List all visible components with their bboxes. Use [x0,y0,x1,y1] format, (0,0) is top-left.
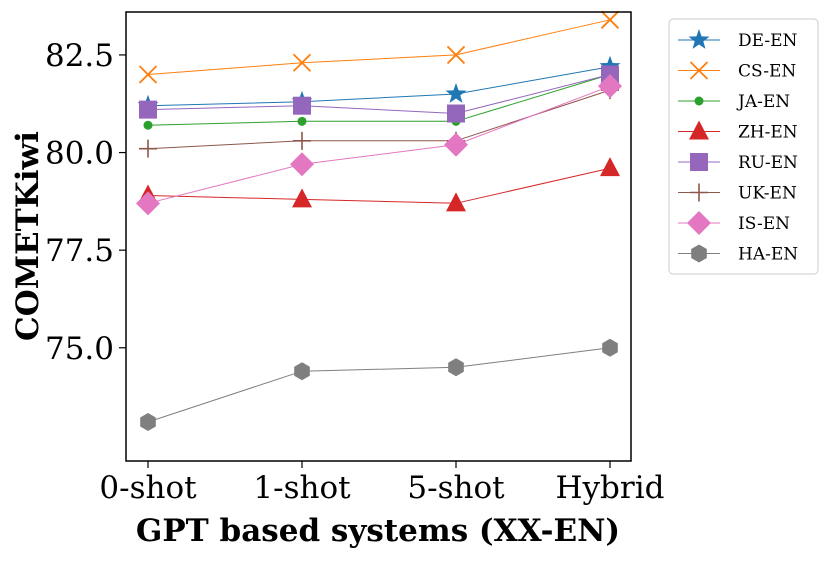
data-point-ja-en-0-shot [143,120,153,130]
data-point-de-en-5-shot [445,83,467,103]
legend-label-zh-en: ZH-EN [738,123,798,143]
data-point-cs-en-0-shot [138,65,158,84]
y-tick-label: 75.0 [45,331,114,367]
series-line-is-en [147,85,611,204]
data-point-is-en-1-shot [290,152,314,177]
series-de-en [137,55,621,115]
x-tick-label: 1-shot [253,470,351,506]
legend-marker-is-en [687,211,711,235]
legend-entry-cs-en: CS-EN [678,61,796,82]
legend-marker-de-en [688,29,710,49]
legend-label-ja-en: JA-EN [736,92,790,112]
legend-entry-zh-en: ZH-EN [678,120,798,143]
legend-marker-ha-en [691,244,707,263]
legend-frame [668,18,819,275]
y-tick-label: 80.0 [45,136,114,172]
data-point-is-en-hybrid [598,74,622,99]
series-ha-en [140,338,618,431]
legend-marker-cs-en [689,61,709,80]
data-point-is-en-5-shot [444,132,468,157]
x-tick-label: 0-shot [99,470,197,506]
series-line-ja-en [147,74,611,126]
data-point-ja-en-1-shot [297,116,307,126]
data-point-ha-en-1-shot [294,362,310,381]
series-line-ha-en [147,347,611,423]
data-point-cs-en-5-shot [446,45,466,65]
series-is-en [136,74,622,216]
legend: DE-EN CS-EN JA-EN ZH-EN RU-EN UK-EN IS-EN HA-EN [668,18,819,275]
legend-label-is-en: IS-EN [738,214,790,234]
y-axis-title: COMETKiwi [10,131,46,341]
data-point-uk-en-1-shot [293,131,311,150]
data-point-is-en-0-shot [136,191,160,216]
series-cs-en [138,10,620,84]
legend-marker-ja-en [694,96,704,106]
legend-marker-ru-en [690,153,708,171]
data-point-zh-en-1-shot [292,188,312,208]
legend-entry-is-en: IS-EN [678,211,790,235]
legend-entry-ru-en: RU-EN [678,153,798,173]
legend-entry-ja-en: JA-EN [678,92,790,112]
legend-label-ru-en: RU-EN [738,153,798,173]
series-line-cs-en [147,19,611,75]
plot-frame [125,11,632,462]
data-point-uk-en-0-shot [139,139,157,158]
series-line-uk-en [147,89,611,150]
data-point-ru-en-5-shot [447,104,465,123]
data-point-zh-en-hybrid [600,157,620,177]
data-point-ru-en-1-shot [293,96,311,115]
y-tick-label: 77.5 [45,233,114,269]
series-line-de-en [147,66,611,107]
series-line-zh-en [147,167,611,204]
legend-marker-uk-en [690,183,708,202]
legend-label-uk-en: UK-EN [738,184,797,204]
series-uk-en [139,81,619,158]
data-point-cs-en-hybrid [600,10,620,29]
data-point-ha-en-5-shot [448,358,464,377]
legend-label-ha-en: HA-EN [738,245,798,265]
x-tick-label: 5-shot [407,470,505,506]
legend-marker-zh-en [689,120,709,140]
data-point-ha-en-0-shot [140,413,156,431]
series-line-ru-en [147,74,611,115]
data-point-cs-en-1-shot [292,53,312,72]
x-tick-label: Hybrid [556,470,665,506]
legend-entry-de-en: DE-EN [678,29,798,51]
legend-entry-ha-en: HA-EN [678,244,798,265]
data-point-ru-en-0-shot [139,100,157,119]
data-point-ha-en-hybrid [602,338,618,357]
y-tick-label: 82.5 [45,38,114,74]
legend-entry-uk-en: UK-EN [678,183,797,204]
legend-label-cs-en: CS-EN [738,62,796,82]
legend-label-de-en: DE-EN [738,31,798,51]
x-axis-title: GPT based systems (XX-EN) [136,513,620,549]
data-point-zh-en-5-shot [446,192,466,212]
series-zh-en [138,157,620,212]
